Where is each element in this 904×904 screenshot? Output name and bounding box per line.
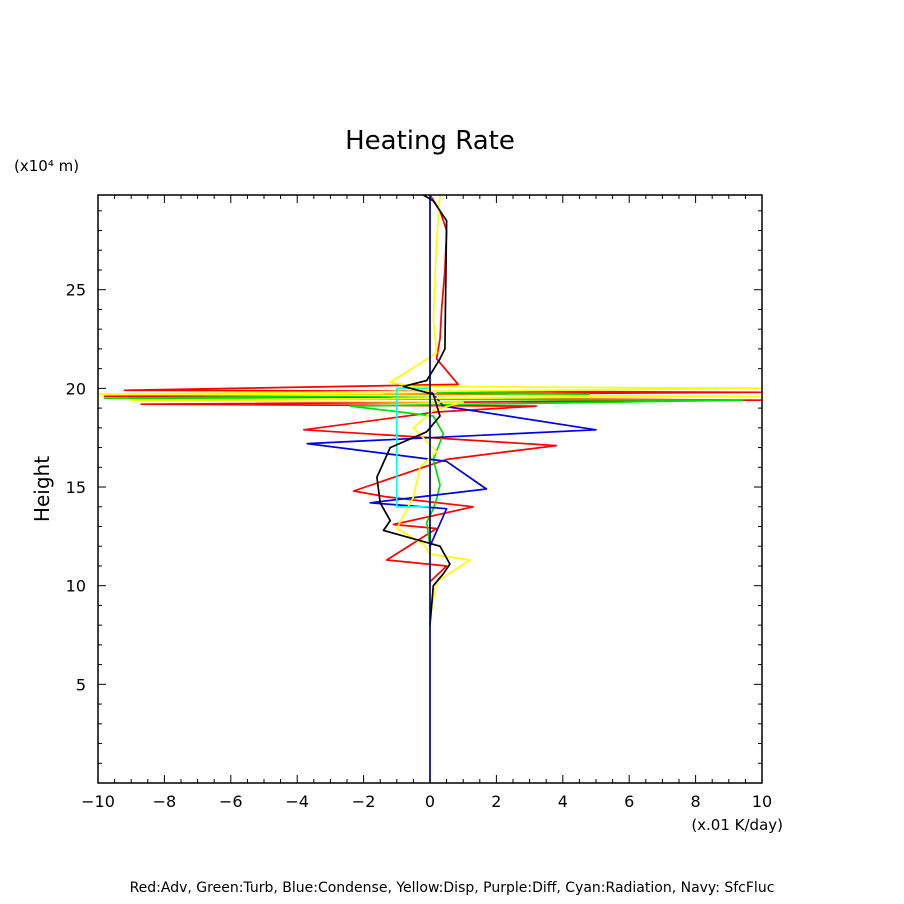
x-tick-label: −6 bbox=[219, 792, 243, 811]
y-axis-label: Height bbox=[30, 456, 54, 522]
series-line-total bbox=[376, 194, 451, 626]
x-tick-label: 8 bbox=[691, 792, 701, 811]
x-tick-label: −8 bbox=[153, 792, 177, 811]
axis-ticks: −10 −8 −6 −4 −2 0 2 4 6 8 10 5 10 15 20 25 bbox=[66, 195, 772, 811]
y-axis-unit: (x10⁴ m) bbox=[14, 157, 79, 175]
x-tick-label: 6 bbox=[624, 792, 634, 811]
series-line-condense bbox=[306, 389, 597, 547]
series-line-adv bbox=[103, 194, 763, 583]
y-tick-label: 25 bbox=[66, 281, 86, 300]
x-tick-label: −2 bbox=[352, 792, 376, 811]
y-tick-label: 20 bbox=[66, 379, 86, 398]
x-tick-label: 2 bbox=[491, 792, 501, 811]
x-tick-label: 4 bbox=[558, 792, 568, 811]
legend-text: Red:Adv, Green:Turb, Blue:Condense, Yell… bbox=[130, 880, 775, 896]
x-tick-label: −10 bbox=[81, 792, 115, 811]
y-tick-label: 5 bbox=[76, 675, 86, 694]
y-tick-label: 10 bbox=[66, 577, 86, 596]
y-tick-label: 15 bbox=[66, 478, 86, 497]
x-tick-label: −4 bbox=[285, 792, 309, 811]
x-tick-label: 0 bbox=[425, 792, 435, 811]
series-lines bbox=[97, 194, 763, 783]
series-line-turb bbox=[103, 391, 743, 547]
x-tick-label: 10 bbox=[752, 792, 772, 811]
chart-title: Heating Rate bbox=[345, 126, 515, 156]
x-axis-unit: (x.01 K/day) bbox=[691, 816, 783, 834]
plot-frame bbox=[97, 194, 763, 784]
series-line-disp bbox=[97, 194, 763, 620]
